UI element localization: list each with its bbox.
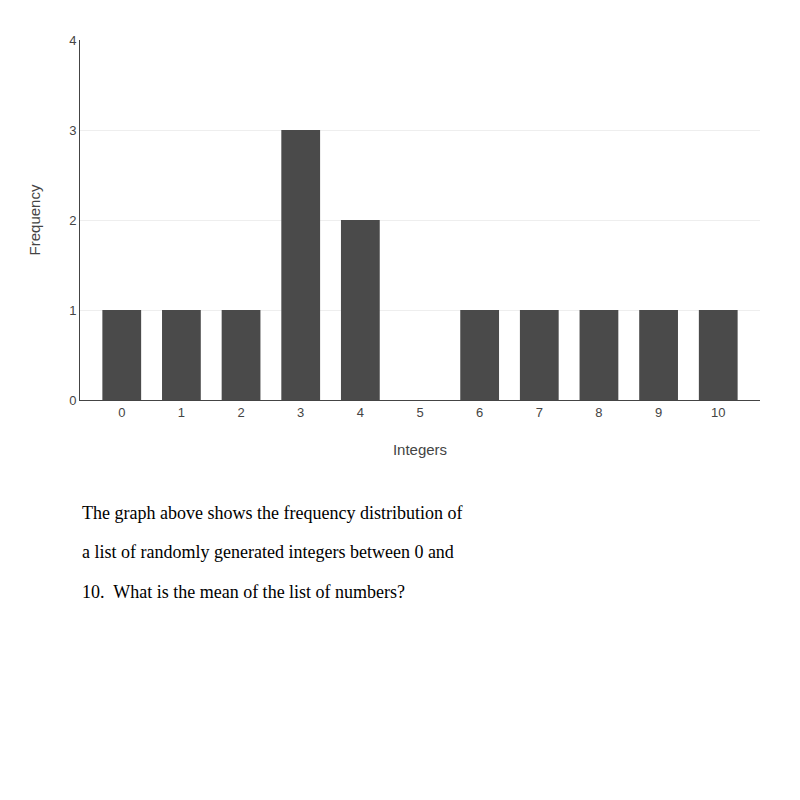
svg-text:1: 1 — [69, 303, 76, 318]
svg-text:4: 4 — [69, 33, 76, 48]
svg-text:9: 9 — [655, 405, 662, 420]
svg-text:10: 10 — [711, 405, 725, 420]
svg-text:4: 4 — [357, 405, 364, 420]
svg-text:Integers: Integers — [393, 441, 447, 458]
svg-text:0: 0 — [118, 405, 125, 420]
svg-text:3: 3 — [297, 405, 304, 420]
svg-text:The graph above shows the freq: The graph above shows the frequency dist… — [82, 503, 462, 523]
svg-text:8: 8 — [595, 405, 602, 420]
svg-text:5: 5 — [416, 405, 423, 420]
svg-text:2: 2 — [69, 213, 76, 228]
svg-text:6: 6 — [476, 405, 483, 420]
svg-text:2: 2 — [237, 405, 244, 420]
svg-text:0: 0 — [69, 393, 76, 408]
svg-text:7: 7 — [536, 405, 543, 420]
svg-text:a list of randomly generated i: a list of randomly generated integers be… — [82, 542, 454, 562]
svg-text:10. What is the mean of the l: 10. What is the mean of the list of numb… — [82, 582, 405, 602]
svg-text:1: 1 — [178, 405, 185, 420]
svg-text:3: 3 — [69, 123, 76, 138]
svg-text:Frequency: Frequency — [26, 184, 43, 255]
